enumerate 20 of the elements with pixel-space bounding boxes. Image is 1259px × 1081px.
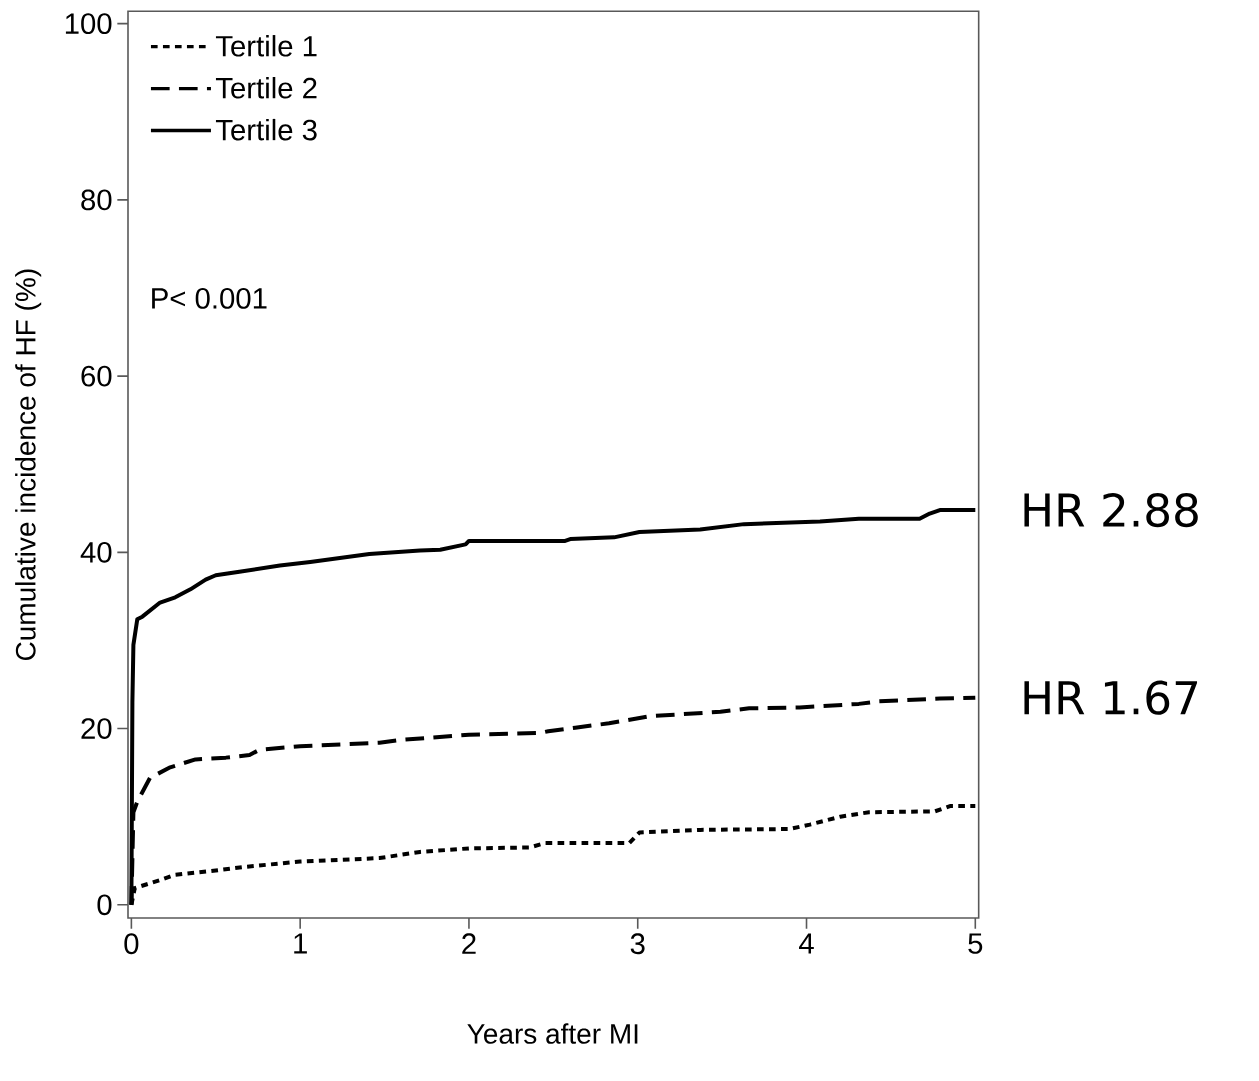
x-tick-label: 1 xyxy=(294,933,307,954)
legend-label: Tertile 1 xyxy=(215,35,317,57)
annotation: P< 0.001 xyxy=(152,288,267,309)
x-tick-label: 5 xyxy=(968,933,983,954)
annotation: HR 1.67 xyxy=(1024,680,1198,715)
y-tick-label: 40 xyxy=(80,541,112,563)
legend-label: Tertile 2 xyxy=(215,76,317,99)
x-tick-label: 0 xyxy=(124,933,139,955)
y-tick-label: 80 xyxy=(81,189,112,211)
x-tick-label: 3 xyxy=(630,933,645,955)
x-tick-label: 4 xyxy=(799,933,814,954)
x-tick-label: 2 xyxy=(462,933,476,954)
y-tick-label: 100 xyxy=(65,13,112,35)
y-axis-title: Cumulative incidence of HF (%) xyxy=(15,269,42,661)
x-axis-title: Years after MI xyxy=(467,1023,638,1044)
legend-label: Tertile 3 xyxy=(215,118,317,141)
y-tick-label: 60 xyxy=(81,365,112,387)
y-tick-label: 20 xyxy=(81,718,112,739)
annotation: HR 2.88 xyxy=(1024,492,1198,528)
y-tick-label: 0 xyxy=(97,894,112,916)
